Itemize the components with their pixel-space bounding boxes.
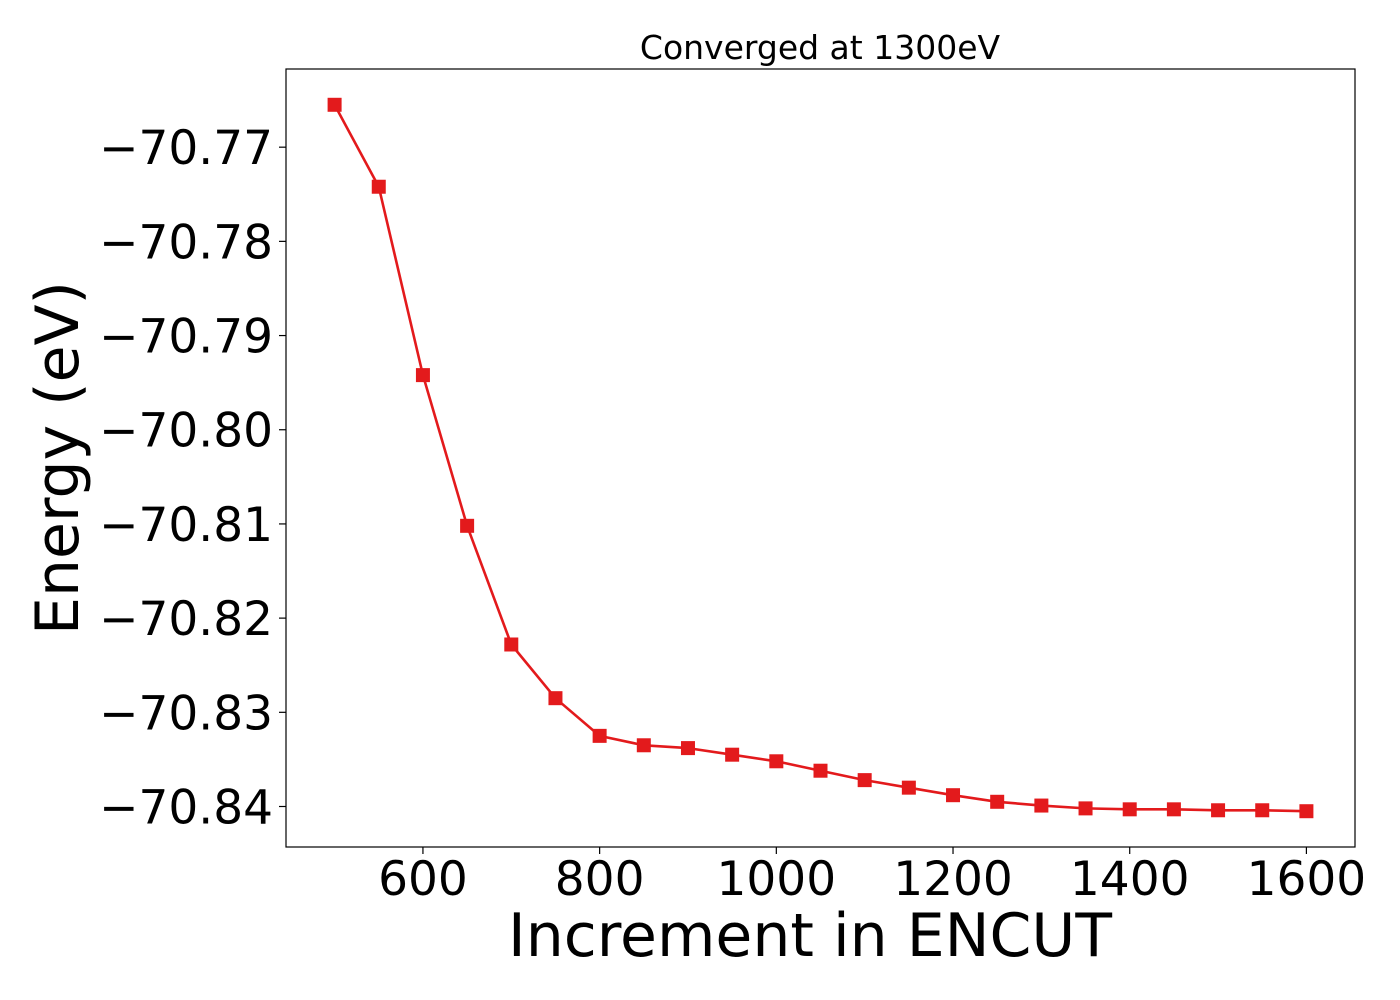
plot-area	[285, 68, 1356, 848]
y-tick-label: −70.81	[99, 498, 273, 553]
x-tick-label: 1400	[1070, 852, 1190, 907]
x-tick-label: 1200	[893, 852, 1013, 907]
x-axis-label: Increment in ENCUT	[508, 901, 1112, 971]
data-point	[680, 741, 695, 756]
data-point	[636, 738, 651, 753]
y-tick-label: −70.79	[99, 310, 273, 365]
y-axis: −70.77 −70.78 −70.79 −70.80 −70.81 −70.82 −70.…	[99, 121, 286, 835]
x-tick-label: 1000	[717, 852, 837, 907]
data-point	[769, 754, 784, 769]
data-point	[1255, 803, 1270, 818]
data-point	[813, 763, 828, 778]
data-point	[460, 518, 475, 533]
data-point	[327, 97, 342, 112]
data-point	[901, 780, 916, 795]
data-point	[1078, 801, 1093, 816]
x-tick-label: 600	[378, 852, 468, 907]
data-point	[548, 691, 563, 706]
series-line	[333, 104, 1307, 813]
y-tick-label: −70.83	[99, 686, 273, 741]
data-point	[990, 794, 1005, 809]
x-tick-label: 800	[555, 852, 645, 907]
y-axis-label: Energy (eV)	[23, 281, 93, 635]
data-point	[592, 728, 607, 743]
x-tick-label: 1600	[1247, 852, 1367, 907]
y-tick-label: −70.84	[99, 780, 273, 835]
data-point	[1299, 804, 1314, 819]
y-tick-label: −70.82	[99, 592, 273, 647]
data-point	[371, 179, 386, 194]
data-point	[946, 788, 961, 803]
data-point	[415, 368, 430, 383]
data-point	[1211, 803, 1226, 818]
y-tick-label: −70.80	[99, 404, 273, 459]
y-tick-label: −70.78	[99, 215, 273, 270]
data-point	[1034, 798, 1049, 813]
series-layer	[327, 97, 1314, 819]
data-point	[725, 747, 740, 762]
chart-title: Converged at 1300eV	[640, 28, 1001, 67]
data-point	[1166, 802, 1181, 817]
data-point	[857, 773, 872, 788]
x-axis: 600 800 1000 1200 1400 1600	[378, 847, 1366, 907]
data-point	[504, 637, 519, 652]
data-point	[1122, 802, 1137, 817]
y-tick-label: −70.77	[99, 121, 273, 176]
